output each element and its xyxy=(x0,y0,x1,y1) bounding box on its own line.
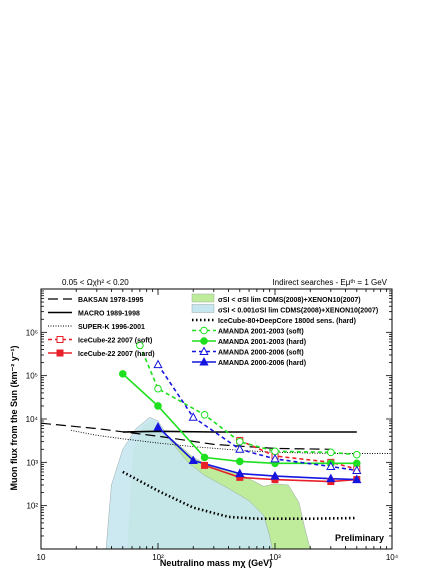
data-point-amanda-2000-2006-soft xyxy=(188,412,198,421)
data-point-amanda-2000-2006-soft xyxy=(326,461,336,471)
axes-layer: 10 10² 10³ 10⁴ 10² 10³ 10⁴ 10⁵ 10⁶ xyxy=(26,289,399,562)
region-cdms-xenon-0001-limit xyxy=(105,416,273,549)
series-line-baksan-1978-1995 xyxy=(41,422,331,450)
data-point-amanda-2000-2006-hard xyxy=(235,468,245,478)
legend-label: BAKSAN 1978-1995 xyxy=(78,297,143,304)
y-tick-label: 10⁶ xyxy=(26,328,38,337)
legend-label: σSI < 0.001σSI lim CDMS(2008)+XENON10(20… xyxy=(218,308,378,315)
legend-label: σSI < σSI lim CDMS(2008)+XENON10(2007) xyxy=(218,297,361,304)
legend-marker xyxy=(199,356,209,366)
legend-label: AMANDA 2000-2006 (hard) xyxy=(218,360,306,367)
legend-marker xyxy=(199,346,209,355)
data-point-amanda-2000-2006-hard xyxy=(326,473,336,483)
marker-layer xyxy=(118,341,362,486)
x-tick-label: 10⁴ xyxy=(386,553,399,562)
series-line-amanda-2000-2006-hard xyxy=(157,426,357,481)
legend-label: SUPER-K 1996-2001 xyxy=(78,324,145,331)
data-point-amanda-2001-2003-soft xyxy=(136,341,144,350)
series-line-icecube-22-2007-soft xyxy=(239,439,357,470)
legend-marker xyxy=(56,349,64,357)
data-point-amanda-2000-2006-soft xyxy=(352,465,362,474)
data-point-amanda-2001-2003-soft xyxy=(235,437,244,446)
top-right-annotation: Indirect searches - Eμᵗʰ = 1 GeV xyxy=(272,278,387,287)
data-point-amanda-2001-2003-hard xyxy=(154,402,162,410)
y-tick-label: 10³ xyxy=(26,458,38,467)
data-point-amanda-2000-2006-hard xyxy=(270,471,280,480)
data-point-amanda-2001-2003-soft xyxy=(271,447,279,456)
data-point-amanda-2001-2003-soft xyxy=(352,450,361,459)
top-left-annotation: 0.05 < Ωχh² < 0.20 xyxy=(62,278,129,287)
y-tick-label: 10⁵ xyxy=(26,372,38,381)
legend-label: MACRO 1989-1998 xyxy=(78,311,140,318)
data-point-amanda-2000-2006-hard xyxy=(352,474,362,484)
data-point-icecube-22-2007-hard xyxy=(201,461,209,469)
data-point-amanda-2000-2006-soft xyxy=(153,359,163,369)
data-point-amanda-2001-2003-soft xyxy=(200,411,209,419)
legend-label: IceCube-22 2007 (soft) xyxy=(78,338,152,345)
preliminary-label: Preliminary xyxy=(335,533,384,543)
data-point-amanda-2000-2006-soft xyxy=(235,444,245,453)
region-layer xyxy=(105,416,311,549)
legend-label: IceCube-22 2007 (hard) xyxy=(78,351,155,358)
legend-marker xyxy=(200,326,208,335)
x-axis-label: Neutralino mass mχ (GeV) xyxy=(160,558,272,568)
legend-marker xyxy=(56,336,64,343)
y-axis-label: Muon flux from the Sun (km⁻² y⁻¹) xyxy=(9,346,19,491)
data-point-amanda-2001-2003-hard xyxy=(118,370,127,378)
y-tick-label: 10⁴ xyxy=(26,415,39,424)
data-point-amanda-2001-2003-hard xyxy=(235,457,244,466)
legend-swatch xyxy=(191,293,215,303)
x-tick-label: 10 xyxy=(37,553,46,562)
series-line-super-k-1996-2001 xyxy=(70,429,392,454)
x-tick-label: 10² xyxy=(152,553,164,562)
data-point-amanda-2001-2003-soft xyxy=(154,384,162,393)
series-line-amanda-2000-2006-soft xyxy=(157,364,357,472)
data-point-amanda-2000-2006-hard xyxy=(153,422,163,431)
x-tick-label: 10³ xyxy=(269,553,281,562)
legend-label: IceCube-80+DeepCore 1800d sens. (hard) xyxy=(218,318,356,325)
data-point-amanda-2001-2003-soft xyxy=(327,448,335,457)
legend-label: AMANDA 2001-2003 (soft) xyxy=(218,329,304,336)
data-point-amanda-2000-2006-hard xyxy=(188,455,198,465)
legend-swatch xyxy=(191,304,215,313)
data-point-amanda-2000-2006-soft xyxy=(270,453,280,463)
legend: BAKSAN 1978-1995 MACRO 1989-1998 SUPER-K 1… xyxy=(48,293,378,367)
legend-marker xyxy=(200,337,208,345)
data-point-amanda-2001-2003-hard xyxy=(200,453,209,462)
legend-label: AMANDA 2001-2003 (hard) xyxy=(218,339,306,346)
series-line-macro-1989-1998 xyxy=(122,430,357,433)
y-tick-label: 10² xyxy=(26,502,38,511)
legend-label: AMANDA 2000-2006 (soft) xyxy=(218,350,304,357)
